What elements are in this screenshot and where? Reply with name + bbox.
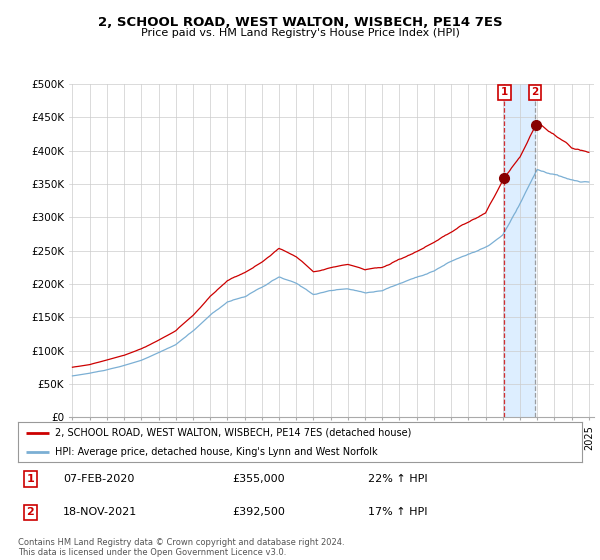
Text: £355,000: £355,000 (232, 474, 285, 484)
Text: 17% ↑ HPI: 17% ↑ HPI (368, 507, 427, 517)
Text: 07-FEB-2020: 07-FEB-2020 (63, 474, 134, 484)
Text: £392,500: £392,500 (232, 507, 285, 517)
Text: 1: 1 (501, 87, 508, 97)
Text: 2: 2 (26, 507, 34, 517)
Text: 2, SCHOOL ROAD, WEST WALTON, WISBECH, PE14 7ES (detached house): 2, SCHOOL ROAD, WEST WALTON, WISBECH, PE… (55, 428, 411, 438)
Text: 2, SCHOOL ROAD, WEST WALTON, WISBECH, PE14 7ES: 2, SCHOOL ROAD, WEST WALTON, WISBECH, PE… (98, 16, 502, 29)
Bar (505, 84, 535, 417)
Text: Contains HM Land Registry data © Crown copyright and database right 2024.
This d: Contains HM Land Registry data © Crown c… (18, 538, 344, 557)
Text: 18-NOV-2021: 18-NOV-2021 (63, 507, 137, 517)
Text: HPI: Average price, detached house, King's Lynn and West Norfolk: HPI: Average price, detached house, King… (55, 447, 377, 457)
Text: 2: 2 (532, 87, 539, 97)
Text: 1: 1 (26, 474, 34, 484)
Text: Price paid vs. HM Land Registry's House Price Index (HPI): Price paid vs. HM Land Registry's House … (140, 28, 460, 38)
Text: 22% ↑ HPI: 22% ↑ HPI (368, 474, 427, 484)
